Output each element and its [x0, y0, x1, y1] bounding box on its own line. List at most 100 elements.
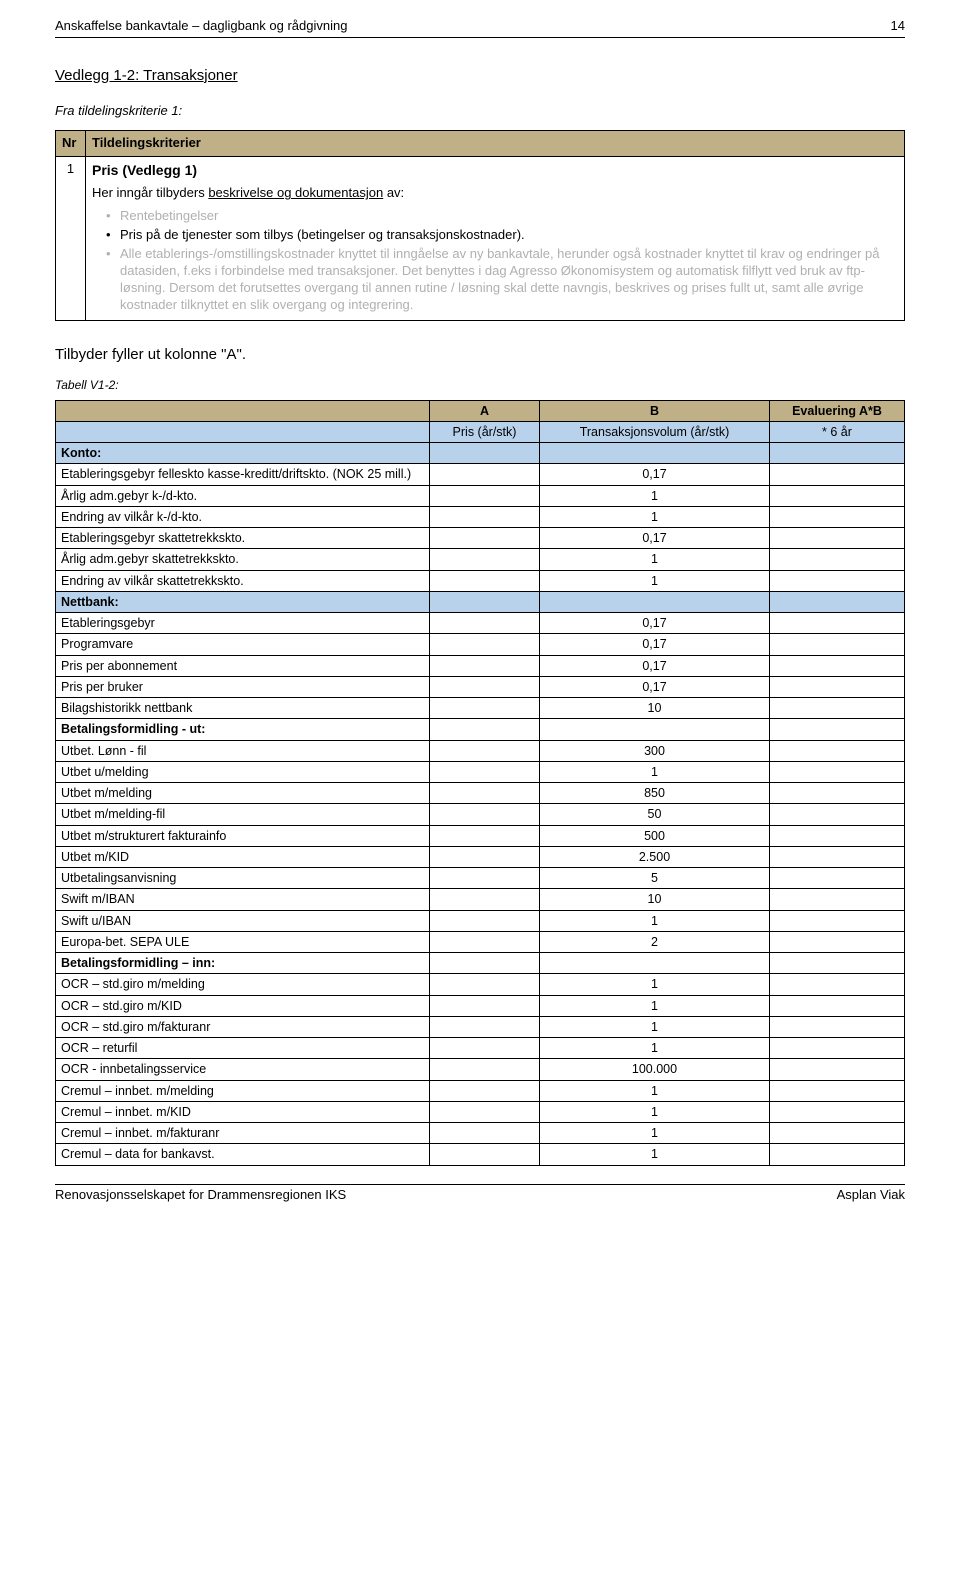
bullet-3: Alle etablerings-/omstillingskostnader k…: [106, 246, 898, 314]
row-eval: [770, 1144, 905, 1165]
row-label: Cremul – innbet. m/fakturanr: [56, 1123, 430, 1144]
row-b: 1: [540, 506, 770, 527]
row-eval: [770, 783, 905, 804]
row-b: 1: [540, 1123, 770, 1144]
row-a: [430, 655, 540, 676]
row-eval: [770, 676, 905, 697]
row-label: Europa-bet. SEPA ULE: [56, 931, 430, 952]
section-cell: [770, 953, 905, 974]
header-b: B: [540, 400, 770, 421]
section-bet-ut-label: Betalingsformidling - ut:: [56, 719, 430, 740]
header-left: Anskaffelse bankavtale – dagligbank og r…: [55, 18, 347, 35]
table-row: Årlig adm.gebyr skattetrekkskto.1: [56, 549, 905, 570]
row-a: [430, 549, 540, 570]
row-eval: [770, 1123, 905, 1144]
section-cell: [430, 591, 540, 612]
row-a: [430, 783, 540, 804]
row-eval: [770, 1080, 905, 1101]
section-cell: [770, 591, 905, 612]
section-nettbank-label: Nettbank:: [56, 591, 430, 612]
row-b: 1: [540, 995, 770, 1016]
section-nettbank: Nettbank:: [56, 591, 905, 612]
row-a: [430, 804, 540, 825]
section-cell: [430, 953, 540, 974]
row-eval: [770, 464, 905, 485]
row-label: Programvare: [56, 634, 430, 655]
row-a: [430, 1038, 540, 1059]
row-label: OCR – std.giro m/melding: [56, 974, 430, 995]
row-eval: [770, 1059, 905, 1080]
row-eval: [770, 485, 905, 506]
row-label: Årlig adm.gebyr k-/d-kto.: [56, 485, 430, 506]
section-cell: [540, 443, 770, 464]
row-label: Utbet m/melding: [56, 783, 430, 804]
row-a: [430, 676, 540, 697]
row-a: [430, 974, 540, 995]
row-b: 850: [540, 783, 770, 804]
subtitle: Fra tildelingskriterie 1:: [55, 103, 905, 120]
criteria-body-row: 1 Pris (Vedlegg 1) Her inngår tilbyders …: [56, 157, 905, 320]
row-b: 1: [540, 910, 770, 931]
table-row: Etableringsgebyr0,17: [56, 613, 905, 634]
row-label: Pris per abonnement: [56, 655, 430, 676]
table-row: OCR - innbetalingsservice100.000: [56, 1059, 905, 1080]
page-header: Anskaffelse bankavtale – dagligbank og r…: [55, 18, 905, 35]
row-a: [430, 740, 540, 761]
criteria-body-sub-underline: beskrivelse og dokumentasjon: [208, 185, 383, 200]
table-row: Cremul – data for bankavst.1: [56, 1144, 905, 1165]
subheader-eval: * 6 år: [770, 421, 905, 442]
row-eval: [770, 995, 905, 1016]
row-a: [430, 825, 540, 846]
section-cell: [540, 953, 770, 974]
criteria-body-sub-pre: Her inngår tilbyders: [92, 185, 208, 200]
row-eval: [770, 804, 905, 825]
row-a: [430, 931, 540, 952]
table-row: OCR – std.giro m/melding 1: [56, 974, 905, 995]
row-eval: [770, 761, 905, 782]
row-a: [430, 698, 540, 719]
criteria-body-title: Pris (Vedlegg 1): [92, 161, 898, 179]
row-label: Etableringsgebyr skattetrekkskto.: [56, 528, 430, 549]
row-a: [430, 464, 540, 485]
page-footer: Renovasjonsselskapet for Drammensregione…: [55, 1187, 905, 1204]
criteria-nr-cell: 1: [56, 157, 86, 320]
row-b: 10: [540, 889, 770, 910]
table-row: Årlig adm.gebyr k-/d-kto.1: [56, 485, 905, 506]
row-b: 1: [540, 1016, 770, 1037]
row-a: [430, 1144, 540, 1165]
table-row: Utbet u/melding1: [56, 761, 905, 782]
row-b: 1: [540, 974, 770, 995]
table-row: Cremul – innbet. m/KID1: [56, 1101, 905, 1122]
row-label: Pris per bruker: [56, 676, 430, 697]
row-b: 1: [540, 1080, 770, 1101]
criteria-head-nr: Nr: [56, 131, 86, 157]
section-cell: [430, 443, 540, 464]
row-eval: [770, 570, 905, 591]
row-label: Cremul – innbet. m/melding: [56, 1080, 430, 1101]
section-bet-ut: Betalingsformidling - ut:: [56, 719, 905, 740]
section-konto-label: Konto:: [56, 443, 430, 464]
row-eval: [770, 931, 905, 952]
row-b: 2: [540, 931, 770, 952]
row-b: 50: [540, 804, 770, 825]
row-eval: [770, 974, 905, 995]
row-eval: [770, 528, 905, 549]
row-label: Utbet u/melding: [56, 761, 430, 782]
criteria-body-cell: Pris (Vedlegg 1) Her inngår tilbyders be…: [86, 157, 905, 320]
criteria-body-sub-post: av:: [383, 185, 404, 200]
row-label: OCR – std.giro m/KID: [56, 995, 430, 1016]
table-row: Endring av vilkår k-/d-kto.1: [56, 506, 905, 527]
row-a: [430, 528, 540, 549]
table-row: Swift u/IBAN 1: [56, 910, 905, 931]
bullet-1: Rentebetingelser: [106, 208, 898, 225]
row-b: 0,17: [540, 655, 770, 676]
row-a: [430, 634, 540, 655]
row-b: 300: [540, 740, 770, 761]
footer-right: Asplan Viak: [837, 1187, 905, 1204]
row-label: Swift u/IBAN: [56, 910, 430, 931]
table-row: Etableringsgebyr felleskto kasse-kreditt…: [56, 464, 905, 485]
row-b: 1: [540, 1101, 770, 1122]
row-eval: [770, 846, 905, 867]
row-a: [430, 506, 540, 527]
row-b: 5: [540, 868, 770, 889]
